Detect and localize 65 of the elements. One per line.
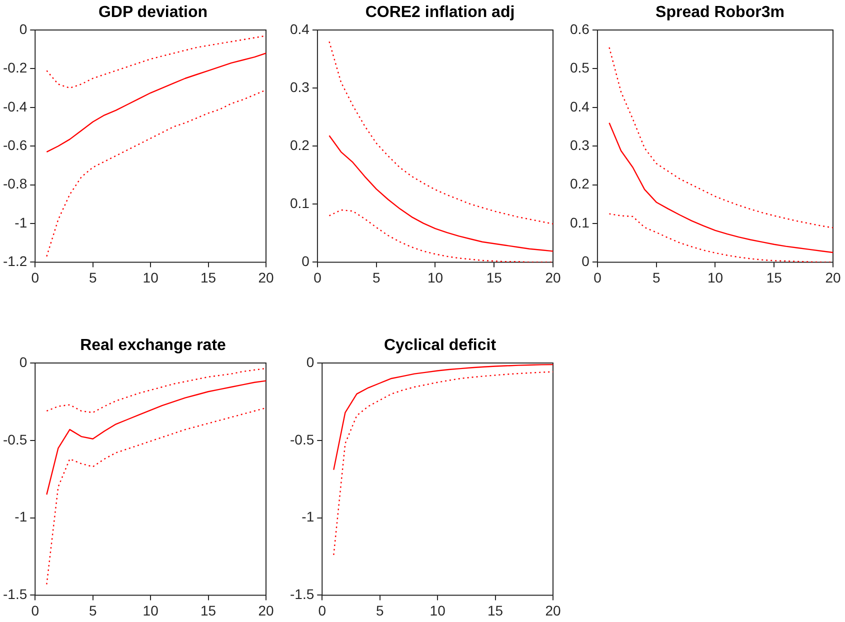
x-tick-label: 10 [142,602,159,618]
y-tick-label: -0.5 [290,431,314,448]
line-series [46,407,266,585]
x-tick-label: 0 [31,602,40,618]
x-tick-label: 5 [372,269,380,286]
line-series [46,35,266,89]
y-tick-label: 0.1 [290,195,310,212]
chart-title: GDP deviation [97,4,209,22]
y-tick-label: -0.5 [3,431,28,448]
line-series [608,46,833,228]
x-tick-label: 0 [594,269,602,286]
y-tick-label: -1.5 [3,586,28,602]
y-tick-label: -1 [14,508,28,525]
chart-title: Cyclical deficit [382,337,498,355]
y-tick-label: 0.4 [290,20,310,37]
line-series [608,213,833,262]
y-tick-label: 0.4 [570,98,590,114]
chart-title: Spread Robor3m [654,4,786,22]
y-tick-label: -1.5 [290,586,314,602]
x-tick-label: 5 [652,269,660,286]
x-tick-label: 20 [545,602,561,618]
x-tick-label: 20 [258,269,274,286]
chart-title: Real exchange rate [79,337,227,355]
y-tick-label: 0 [582,253,590,270]
x-tick-label: 15 [766,269,782,286]
x-tick-label: 0 [318,602,326,618]
y-tick-label: -1 [14,214,28,230]
y-tick-label: -1.2 [3,253,28,270]
x-tick-label: 10 [430,602,446,618]
x-tick-label: 20 [258,602,274,618]
line-series [328,41,553,224]
x-tick-label: 10 [142,269,159,286]
y-tick-label: 0.6 [570,20,590,37]
y-tick-label: -0.8 [3,176,28,192]
y-tick-label: 0.5 [570,60,590,76]
y-tick-label: 0.2 [570,176,590,192]
y-tick-label: -1 [302,508,314,525]
y-tick-label: 0.2 [290,136,310,153]
y-tick-label: -0.4 [3,98,28,114]
x-tick-label: 15 [487,602,504,618]
x-tick-label: 5 [88,602,97,618]
x-tick-label: 20 [545,269,561,286]
y-tick-label: 0.3 [570,136,590,153]
line-series [46,368,266,414]
x-tick-label: 15 [486,269,502,286]
y-tick-label: -0.2 [3,60,28,76]
x-tick-label: 5 [376,602,384,618]
x-tick-label: 15 [200,269,216,286]
x-tick-label: 10 [427,269,444,286]
x-tick-label: 20 [825,269,841,286]
x-tick-label: 0 [31,269,40,286]
line-series [46,89,266,257]
y-tick-label: 0 [19,354,28,370]
y-tick-label: 0.3 [290,78,310,95]
line-series [328,209,553,262]
chart-title: CORE2 inflation adj [364,4,516,22]
y-tick-label: 0.1 [570,214,590,230]
y-tick-label: -0.6 [3,136,28,153]
y-tick-label: 0 [19,20,28,37]
x-tick-label: 15 [200,602,216,618]
y-tick-label: 0 [302,253,310,270]
line-series [333,371,553,556]
y-tick-label: 0 [306,354,314,370]
x-tick-label: 5 [88,269,97,286]
x-tick-label: 10 [707,269,724,286]
